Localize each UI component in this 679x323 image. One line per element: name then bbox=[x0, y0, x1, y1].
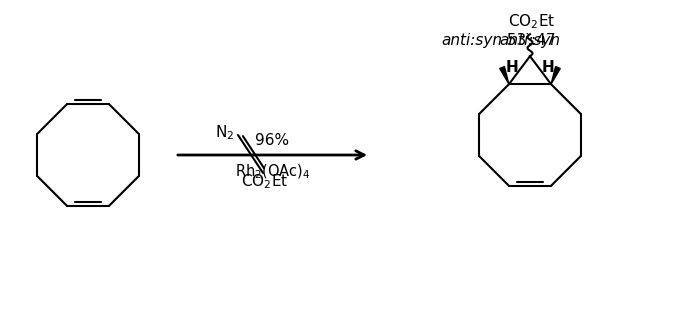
Text: H: H bbox=[506, 60, 519, 75]
Text: anti:syn: anti:syn bbox=[500, 33, 560, 48]
Text: anti:syn: anti:syn bbox=[441, 33, 502, 48]
Polygon shape bbox=[500, 67, 509, 84]
Text: CO$_2$Et: CO$_2$Et bbox=[509, 13, 555, 31]
Polygon shape bbox=[551, 67, 560, 84]
Text: 96%: 96% bbox=[255, 133, 289, 148]
Text: Rh$_2$(OAc)$_4$: Rh$_2$(OAc)$_4$ bbox=[235, 163, 310, 182]
Text: N$_2$: N$_2$ bbox=[215, 124, 234, 142]
Text: 53 :47: 53 :47 bbox=[502, 33, 555, 48]
Text: CO$_2$Et: CO$_2$Et bbox=[241, 172, 289, 191]
Text: H: H bbox=[541, 60, 554, 75]
